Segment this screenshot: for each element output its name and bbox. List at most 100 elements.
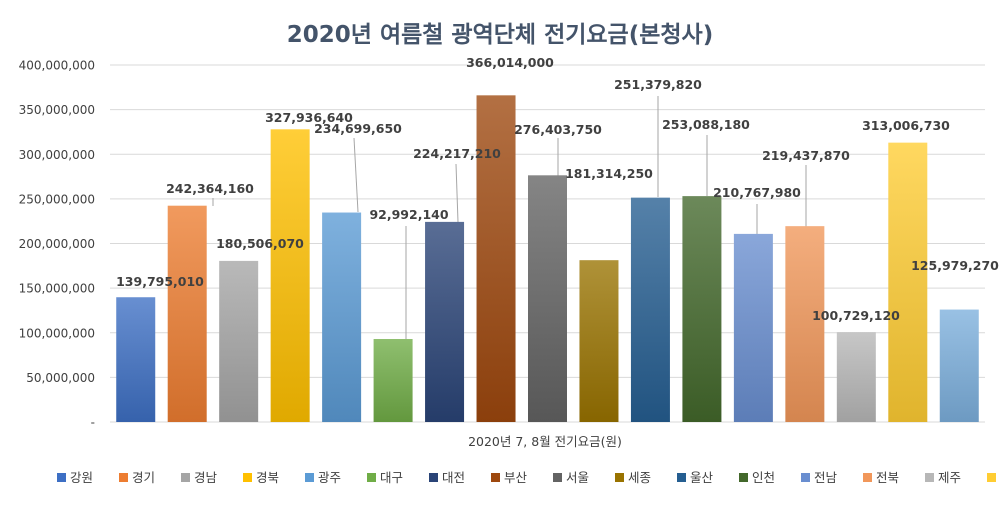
legend-label: 울산: [690, 470, 714, 485]
legend-swatch: [677, 473, 686, 482]
bar-인천: [682, 196, 722, 422]
legend-item-충남: 충남: [987, 473, 996, 482]
data-label-인천: 253,088,180: [662, 117, 750, 132]
legend-label: 경남: [194, 470, 218, 485]
legend-label: 대전: [442, 470, 465, 485]
legend-item-제주: 제주: [925, 470, 961, 485]
y-axis: - 50,000,000 100,000,000 150,000,000 200,000…: [19, 59, 95, 430]
data-label-강원: 139,795,010: [116, 274, 204, 289]
data-label-세종: 181,314,250: [565, 166, 653, 181]
legend-item-광주: 광주: [305, 470, 341, 485]
y-tick-label: -: [91, 416, 95, 430]
legend-item-대구: 대구: [367, 470, 403, 485]
legend-label: 세종: [628, 470, 651, 485]
data-label-대구: 92,992,140: [369, 207, 448, 222]
legend-item-서울: 서울: [553, 470, 589, 485]
y-tick-label: 50,000,000: [26, 371, 95, 385]
legend-label: 서울: [566, 470, 589, 485]
legend-swatch: [57, 473, 66, 482]
bar-경기: [167, 205, 207, 422]
legend-swatch: [181, 473, 190, 482]
bar-대전: [425, 221, 465, 422]
legend-item-경기: 경기: [119, 470, 155, 485]
data-label-경기: 242,364,160: [166, 181, 254, 196]
legend-label: 강원: [70, 470, 93, 485]
bar-경남: [219, 260, 259, 422]
y-tick-label: 150,000,000: [19, 282, 95, 296]
legend-swatch: [615, 473, 624, 482]
y-tick-label: 400,000,000: [19, 59, 95, 73]
data-label-부산: 366,014,000: [466, 55, 554, 70]
data-label-제주: 100,729,120: [812, 308, 900, 323]
y-tick-label: 300,000,000: [19, 148, 95, 162]
legend-item-울산: 울산: [677, 470, 714, 485]
data-label-서울: 276,403,750: [514, 122, 602, 137]
bar-충남: [888, 142, 928, 423]
legend-swatch: [925, 473, 934, 482]
data-label-광주: 234,699,650: [314, 121, 402, 136]
y-tick-label: 250,000,000: [19, 192, 95, 206]
legend-item-세종: 세종: [615, 470, 651, 485]
legend-label: 대구: [380, 470, 403, 485]
legend-item-강원: 강원: [57, 470, 93, 485]
legend-swatch: [801, 473, 810, 482]
legend-swatch: [305, 473, 314, 482]
legend-label: 제주: [938, 470, 961, 485]
legend-swatch: [553, 473, 562, 482]
bar-대구: [373, 339, 413, 422]
legend-swatch: [491, 473, 500, 482]
legend-item-경남: 경남: [181, 470, 218, 485]
legend-swatch: [429, 473, 438, 482]
legend-label: 경북: [256, 470, 279, 485]
legend-swatch: [987, 473, 996, 482]
bar-경북: [270, 129, 310, 423]
legend-swatch: [243, 473, 252, 482]
y-tick-label: 100,000,000: [19, 326, 95, 340]
bar-전남: [733, 233, 773, 422]
bar-전북: [785, 226, 825, 422]
data-label-대전: 224,217,210: [413, 146, 501, 161]
data-label-전북: 219,437,870: [762, 148, 850, 163]
leader-lines: [212, 96, 807, 339]
data-labels: 139,795,010 242,364,160 180,506,070 327,936…: [116, 55, 999, 323]
legend-swatch: [367, 473, 376, 482]
bars: [116, 95, 979, 423]
legend-label: 전북: [876, 470, 899, 485]
x-axis-label: 2020년 7, 8월 전기요금(원): [468, 434, 622, 449]
legend: 강원경기경남경북광주대구대전부산서울세종울산인천전남전북제주충남충북: [57, 470, 996, 485]
bar-제주: [836, 332, 876, 422]
leader-line: [455, 163, 459, 223]
y-tick-label: 350,000,000: [19, 103, 95, 117]
data-label-충북: 125,979,270: [911, 258, 999, 273]
y-tick-label: 200,000,000: [19, 237, 95, 251]
legend-swatch: [863, 473, 872, 482]
bar-광주: [322, 212, 362, 422]
data-label-전남: 210,767,980: [713, 185, 801, 200]
data-label-경북: 327,936,640: [265, 110, 353, 125]
legend-swatch: [739, 473, 748, 482]
chart-title: 2020년 여름철 광역단체 전기요금(본청사): [287, 22, 713, 48]
legend-item-부산: 부산: [491, 470, 528, 485]
legend-item-대전: 대전: [429, 470, 465, 485]
legend-label: 인천: [752, 470, 775, 485]
bar-부산: [476, 95, 516, 422]
legend-label: 전남: [814, 470, 838, 485]
legend-item-전북: 전북: [863, 470, 899, 485]
legend-item-인천: 인천: [739, 470, 775, 485]
bar-울산: [630, 197, 670, 422]
legend-label: 경기: [132, 470, 155, 485]
data-label-울산: 251,379,820: [614, 77, 702, 92]
bar-충북: [939, 309, 979, 422]
legend-label: 부산: [504, 470, 528, 485]
data-label-경남: 180,506,070: [216, 236, 304, 251]
bar-강원: [116, 297, 156, 422]
legend-swatch: [119, 473, 128, 482]
legend-item-전남: 전남: [801, 470, 838, 485]
legend-item-경북: 경북: [243, 470, 279, 485]
bar-세종: [579, 260, 619, 422]
leader-line: [353, 137, 359, 213]
data-label-충남: 313,006,730: [862, 118, 950, 133]
legend-label: 광주: [318, 470, 341, 485]
